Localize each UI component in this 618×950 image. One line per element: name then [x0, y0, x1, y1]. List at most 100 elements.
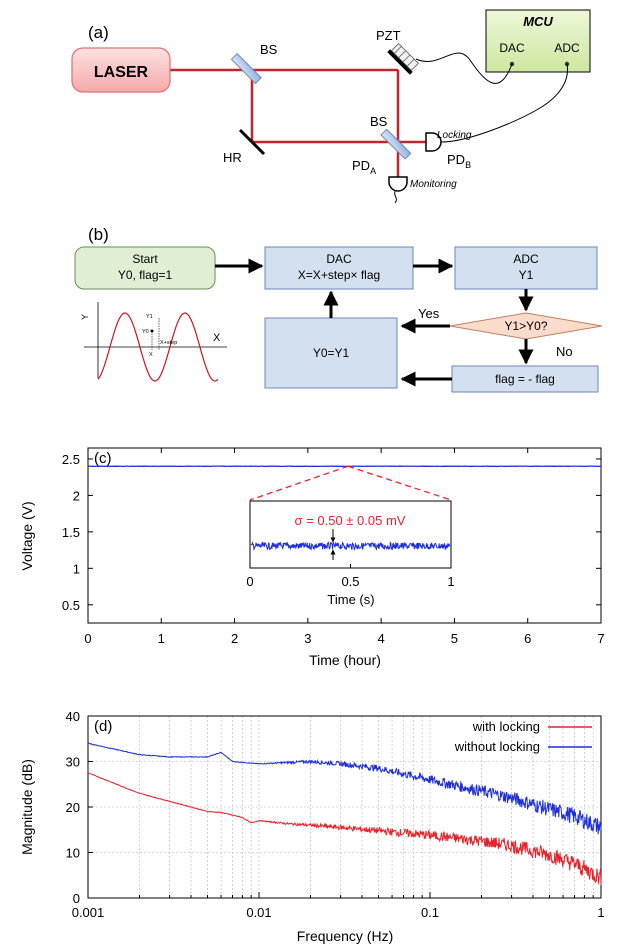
sine-y-axis-label: Y — [80, 314, 90, 320]
chart-c-ytick-label: 2 — [73, 488, 80, 503]
sine-y0-label: Y0 — [142, 329, 149, 335]
inset-xtick-label: 0.5 — [341, 574, 359, 589]
flow-start-box — [74, 246, 216, 290]
flow-adc-line1: ADC — [513, 252, 539, 266]
flow-adc-box — [454, 246, 598, 290]
chart-c-ytick-label: 1 — [73, 561, 80, 576]
chart-d-legend: with locking without locking — [454, 719, 592, 754]
mcu-box — [485, 9, 591, 73]
chart-d-series-with-locking — [87, 772, 602, 885]
sine-y1-label: Y1 — [146, 314, 153, 320]
sine-sketch: X Y Y1 Y0 X X+step — [80, 302, 227, 382]
chart-d-ytick-label: 30 — [66, 755, 80, 770]
mcu-adc-label: ADC — [554, 41, 580, 55]
monitoring-label: Monitoring — [410, 179, 457, 190]
chart-d-panel-label: (d) — [94, 718, 112, 735]
chart-d-series-without-locking — [87, 742, 602, 835]
chart-c-ytick-label: 1.5 — [62, 525, 80, 540]
pzt-label: PZT — [376, 28, 401, 43]
flow-decision-text: Y1>Y0? — [504, 319, 547, 333]
legend-without-locking-label: without locking — [454, 739, 540, 754]
panel-b: (b) Start Y0, flag=1 DAC X=X+step× flag … — [74, 225, 603, 393]
adc-port — [564, 61, 570, 67]
adc-wire — [440, 63, 569, 143]
laser-box — [71, 47, 171, 93]
chart-c-xtick-label: 1 — [158, 631, 165, 646]
mcu-dac-label: DAC — [499, 41, 525, 55]
bs-top-label: BS — [260, 42, 278, 57]
flow-yes-label: Yes — [418, 306, 440, 321]
flow-dac-box — [264, 246, 414, 290]
hr-mirror — [238, 128, 266, 156]
flow-no-label: No — [556, 344, 573, 359]
chart-c-ytick-label: 2.5 — [62, 452, 80, 467]
inset-series-line — [250, 541, 451, 552]
flow-dac-line2: X=X+step× flag — [298, 268, 380, 282]
inset-zoom-line-left — [249, 465, 349, 501]
chart-d-xtick-label: 0.1 — [421, 905, 439, 920]
inset-xtick-label: 1 — [447, 574, 454, 589]
flow-y0y1-box — [264, 317, 398, 389]
panel-c: (c) 0 1 2 3 4 5 6 7 0.5 1 1.5 2 2.5 Time (hour) Volt… — [19, 447, 605, 668]
hr-label: HR — [223, 150, 242, 165]
chart-c-xlabel: Time (hour) — [309, 652, 381, 668]
sine-x-label: X — [149, 352, 153, 358]
flow-y0y1-text: Y0=Y1 — [313, 346, 350, 360]
sine-xstep-label: X+step — [160, 340, 177, 346]
chart-d-xlabel: Frequency (Hz) — [297, 928, 393, 944]
panel-b-label: (b) — [88, 225, 109, 244]
chart-d-ytick-label: 0 — [73, 891, 80, 906]
beam-splitter-top — [230, 53, 262, 85]
beam-splitter-bottom — [380, 128, 412, 160]
chart-c-xtick-label: 4 — [378, 631, 385, 646]
chart-d-ytick-label: 10 — [66, 846, 80, 861]
laser-beam-paths — [170, 68, 426, 177]
chart-c-xtick-label: 0 — [84, 631, 91, 646]
chart-c-xtick-label: 6 — [524, 631, 531, 646]
sine-x-axis-label: X — [213, 332, 221, 344]
flow-flag-text: flag = - flag — [495, 372, 555, 386]
inset-sigma-annotation: σ = 0.50 ± 0.05 mV — [295, 513, 406, 528]
chart-c-ytick-label: 0.5 — [62, 598, 80, 613]
chart-d-ytick-label: 20 — [66, 800, 80, 815]
laser-label: LASER — [94, 64, 149, 81]
inset-frame — [249, 500, 452, 569]
inset-zoom-line-right — [347, 465, 452, 501]
flow-adc-line2: Y1 — [519, 268, 534, 282]
chart-d-ylabel: Magnitude (dB) — [19, 759, 35, 855]
chart-d-xtick-label: 1 — [597, 905, 604, 920]
pda-label: PDA — [352, 158, 376, 176]
bs-bottom-label: BS — [370, 114, 388, 129]
chart-d-ytick-label: 40 — [66, 709, 80, 724]
chart-c-xtick-label: 7 — [597, 631, 604, 646]
photodiode-b-icon — [425, 132, 442, 152]
legend-with-locking-label: with locking — [472, 719, 540, 734]
inset-xtick-label: 0 — [246, 574, 253, 589]
photodiode-a-icon — [388, 176, 408, 192]
dac-wire — [415, 52, 513, 84]
panel-a-label: (a) — [88, 23, 109, 42]
flow-start-line1: Start — [132, 252, 158, 266]
chart-c-frame — [87, 447, 602, 624]
flow-start-line2: Y0, flag=1 — [118, 268, 173, 282]
chart-d-xtick-label: 0.01 — [246, 905, 271, 920]
inset-ticks: 0 0.5 1 — [246, 564, 455, 589]
pdb-label: PDB — [447, 152, 471, 170]
locking-label: Locking — [437, 130, 472, 141]
flow-decision-diamond — [449, 312, 603, 340]
mcu-title: MCU — [523, 14, 553, 29]
chart-c-panel-label: (c) — [94, 450, 112, 467]
chart-d-xtick-label: 0.001 — [72, 905, 105, 920]
flow-arrows — [215, 258, 534, 387]
pzt-mirror — [387, 43, 419, 75]
inset-xlabel: Time (s) — [327, 592, 374, 607]
chart-c-ticks: 0 1 2 3 4 5 6 7 0.5 1 1.5 2 2.5 — [62, 448, 605, 646]
flow-flag-box — [451, 365, 599, 393]
panel-a: (a) LASER BS HR PZT BS Locking PDB — [71, 9, 591, 204]
chart-c-ylabel: Voltage (V) — [19, 501, 35, 570]
dac-port — [509, 61, 515, 67]
chart-c-xtick-label: 3 — [304, 631, 311, 646]
